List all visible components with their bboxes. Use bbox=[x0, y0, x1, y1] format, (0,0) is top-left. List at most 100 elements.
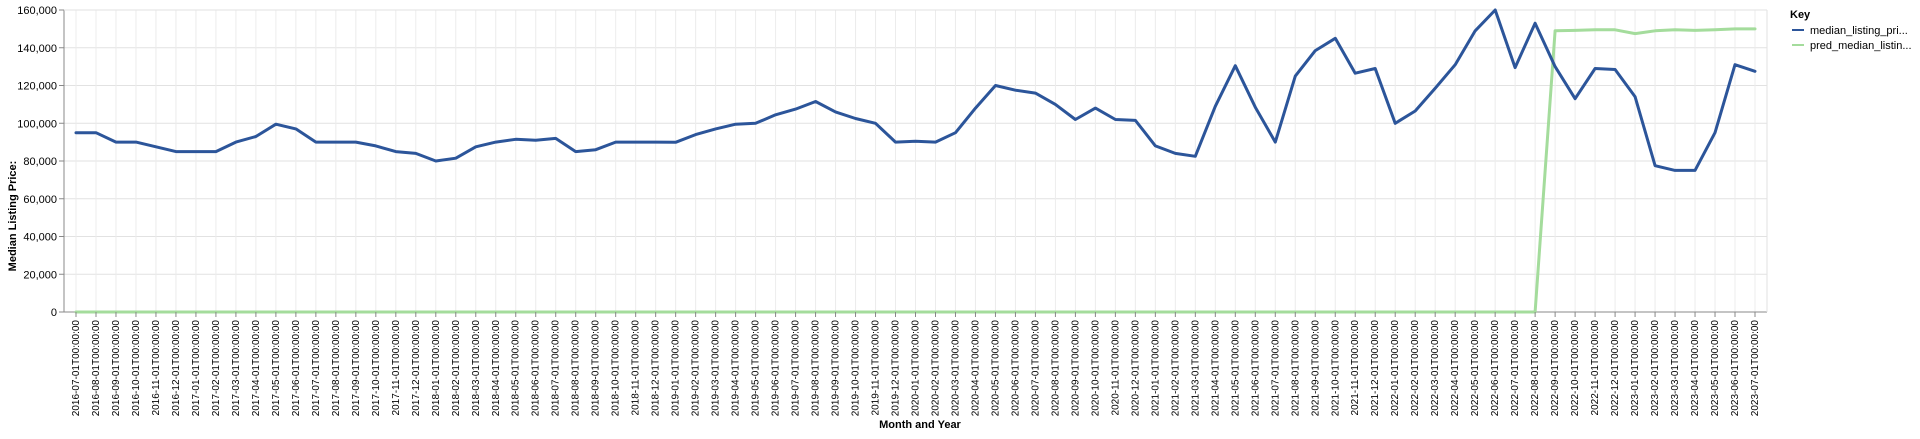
x-tick-label: 2020-10-01T00:00:00 bbox=[1090, 320, 1101, 417]
x-tick-label: 2020-04-01T00:00:00 bbox=[970, 320, 981, 417]
x-tick-label: 2023-03-01T00:00:00 bbox=[1670, 320, 1681, 417]
x-tick-label: 2019-01-01T00:00:00 bbox=[671, 320, 682, 417]
x-tick-label: 2018-07-01T00:00:00 bbox=[551, 320, 562, 417]
y-tick-label: 140,000 bbox=[17, 43, 57, 55]
x-tick-label: 2019-04-01T00:00:00 bbox=[731, 320, 742, 417]
y-tick-label: 20,000 bbox=[23, 269, 57, 281]
x-tick-label: 2017-02-01T00:00:00 bbox=[211, 320, 222, 417]
x-tick-label: 2022-12-01T00:00:00 bbox=[1610, 320, 1621, 417]
x-tick-label: 2018-12-01T00:00:00 bbox=[651, 320, 662, 417]
x-tick-label: 2022-02-01T00:00:00 bbox=[1410, 320, 1421, 417]
x-tick-label: 2021-02-01T00:00:00 bbox=[1170, 320, 1181, 417]
x-tick-label: 2018-06-01T00:00:00 bbox=[531, 320, 542, 417]
x-tick-label: 2022-05-01T00:00:00 bbox=[1470, 320, 1481, 417]
x-tick-label: 2019-05-01T00:00:00 bbox=[751, 320, 762, 417]
x-tick-label: 2016-07-01T00:00:00 bbox=[71, 320, 82, 417]
x-tick-label: 2022-11-01T00:00:00 bbox=[1590, 320, 1601, 416]
x-tick-label: 2020-02-01T00:00:00 bbox=[930, 320, 941, 417]
x-tick-label: 2019-09-01T00:00:00 bbox=[831, 320, 842, 417]
y-tick-label: 40,000 bbox=[23, 232, 57, 244]
y-tick-label: 80,000 bbox=[23, 156, 57, 168]
x-tick-label: 2019-06-01T00:00:00 bbox=[771, 320, 782, 417]
x-tick-label: 2022-09-01T00:00:00 bbox=[1550, 320, 1561, 417]
legend: Key median_listing_pri... pred_median_lis… bbox=[1790, 9, 1912, 52]
y-tick-label: 160,000 bbox=[17, 5, 57, 17]
x-tick-label: 2017-04-01T00:00:00 bbox=[251, 320, 262, 417]
x-tick-label: 2023-06-01T00:00:00 bbox=[1730, 320, 1741, 417]
x-tick-label: 2019-10-01T00:00:00 bbox=[851, 320, 862, 417]
x-tick-label: 2022-01-01T00:00:00 bbox=[1390, 320, 1401, 417]
x-tick-label: 2021-09-01T00:00:00 bbox=[1310, 320, 1321, 417]
x-tick-label: 2018-05-01T00:00:00 bbox=[511, 320, 522, 417]
x-tick-label: 2022-03-01T00:00:00 bbox=[1430, 320, 1441, 417]
x-tick-label: 2016-08-01T00:00:00 bbox=[91, 320, 102, 417]
x-tick-label: 2017-06-01T00:00:00 bbox=[291, 320, 302, 417]
x-tick-label: 2023-01-01T00:00:00 bbox=[1630, 320, 1641, 417]
x-tick-label: 2023-02-01T00:00:00 bbox=[1650, 320, 1661, 417]
y-tick-label: 100,000 bbox=[17, 118, 57, 130]
y-tick-label: 120,000 bbox=[17, 81, 57, 93]
y-axis-title: Median Listing Price: bbox=[7, 161, 19, 272]
legend-items: median_listing_pri... pred_median_listin.… bbox=[1792, 25, 1912, 52]
x-tick-label: 2018-10-01T00:00:00 bbox=[611, 320, 622, 417]
x-tick-label: 2017-01-01T00:00:00 bbox=[191, 320, 202, 417]
x-tick-label: 2017-05-01T00:00:00 bbox=[271, 320, 282, 417]
x-tick-label: 2021-05-01T00:00:00 bbox=[1230, 320, 1241, 417]
x-tick-label: 2020-06-01T00:00:00 bbox=[1010, 320, 1021, 417]
x-tick-label: 2018-01-01T00:00:00 bbox=[431, 320, 442, 417]
x-tick-label: 2022-04-01T00:00:00 bbox=[1450, 320, 1461, 417]
x-tick-label: 2023-07-01T00:00:00 bbox=[1750, 320, 1761, 417]
legend-title: Key bbox=[1790, 9, 1811, 21]
x-tick-label: 2018-03-01T00:00:00 bbox=[471, 320, 482, 417]
x-tick-label: 2017-09-01T00:00:00 bbox=[351, 320, 362, 417]
x-tick-label: 2017-03-01T00:00:00 bbox=[231, 320, 242, 417]
x-tick-label: 2021-04-01T00:00:00 bbox=[1210, 320, 1221, 417]
x-tick-label: 2016-12-01T00:00:00 bbox=[171, 320, 182, 417]
x-tick-label: 2019-08-01T00:00:00 bbox=[811, 320, 822, 417]
x-tick-label: 2021-08-01T00:00:00 bbox=[1290, 320, 1301, 417]
x-tick-label: 2021-12-01T00:00:00 bbox=[1370, 320, 1381, 417]
x-tick-label: 2016-09-01T00:00:00 bbox=[111, 320, 122, 417]
y-axis-ticks: 0 20,000 40,000 60,000 80,000 100,000 120,000 1… bbox=[17, 5, 64, 319]
x-tick-label: 2023-05-01T00:00:00 bbox=[1710, 320, 1721, 417]
x-tick-label: 2023-04-01T00:00:00 bbox=[1690, 320, 1701, 417]
x-tick-label: 2016-11-01T00:00:00 bbox=[151, 320, 162, 416]
x-tick-label: 2017-08-01T00:00:00 bbox=[331, 320, 342, 417]
x-axis-title: Month and Year bbox=[879, 419, 961, 431]
x-tick-label: 2017-11-01T00:00:00 bbox=[391, 320, 402, 416]
x-tick-label: 2020-07-01T00:00:00 bbox=[1030, 320, 1041, 417]
x-tick-label: 2019-11-01T00:00:00 bbox=[871, 320, 882, 416]
x-tick-label: 2016-10-01T00:00:00 bbox=[131, 320, 142, 417]
y-tick-label: 60,000 bbox=[23, 194, 57, 206]
y-tick-label: 0 bbox=[51, 307, 57, 319]
series-line-0 bbox=[74, 8, 1757, 172]
x-tick-label: 2021-03-01T00:00:00 bbox=[1190, 320, 1201, 417]
x-tick-label: 2020-08-01T00:00:00 bbox=[1050, 320, 1061, 417]
x-tick-label: 2021-10-01T00:00:00 bbox=[1330, 320, 1341, 417]
x-tick-label: 2020-05-01T00:00:00 bbox=[990, 320, 1001, 417]
x-tick-label: 2019-03-01T00:00:00 bbox=[711, 320, 722, 417]
grid-lines bbox=[64, 9, 1767, 313]
x-tick-label: 2020-12-01T00:00:00 bbox=[1130, 320, 1141, 417]
x-axis-ticks: 2016-07-01T00:00:00 2016-08-01T00:00:00 20… bbox=[71, 312, 1761, 416]
x-tick-label: 2018-08-01T00:00:00 bbox=[571, 320, 582, 417]
x-tick-label: 2020-11-01T00:00:00 bbox=[1110, 320, 1121, 416]
x-tick-label: 2021-07-01T00:00:00 bbox=[1270, 320, 1281, 417]
legend-label: median_listing_pri... bbox=[1810, 25, 1908, 37]
x-tick-label: 2018-11-01T00:00:00 bbox=[631, 320, 642, 416]
x-tick-label: 2017-10-01T00:00:00 bbox=[371, 320, 382, 417]
x-tick-label: 2018-04-01T00:00:00 bbox=[491, 320, 502, 417]
x-tick-label: 2022-06-01T00:00:00 bbox=[1490, 320, 1501, 417]
x-tick-label: 2017-12-01T00:00:00 bbox=[411, 320, 422, 417]
x-tick-label: 2019-12-01T00:00:00 bbox=[891, 320, 902, 417]
x-tick-label: 2021-06-01T00:00:00 bbox=[1250, 320, 1261, 417]
x-tick-label: 2022-10-01T00:00:00 bbox=[1570, 320, 1581, 417]
x-tick-label: 2022-08-01T00:00:00 bbox=[1530, 320, 1541, 417]
x-tick-label: 2020-09-01T00:00:00 bbox=[1070, 320, 1081, 417]
x-tick-label: 2021-11-01T00:00:00 bbox=[1350, 320, 1361, 416]
x-tick-label: 2021-01-01T00:00:00 bbox=[1150, 320, 1161, 417]
x-tick-label: 2019-07-01T00:00:00 bbox=[791, 320, 802, 417]
x-tick-label: 2017-07-01T00:00:00 bbox=[311, 320, 322, 417]
legend-label: pred_median_listin... bbox=[1810, 40, 1912, 52]
